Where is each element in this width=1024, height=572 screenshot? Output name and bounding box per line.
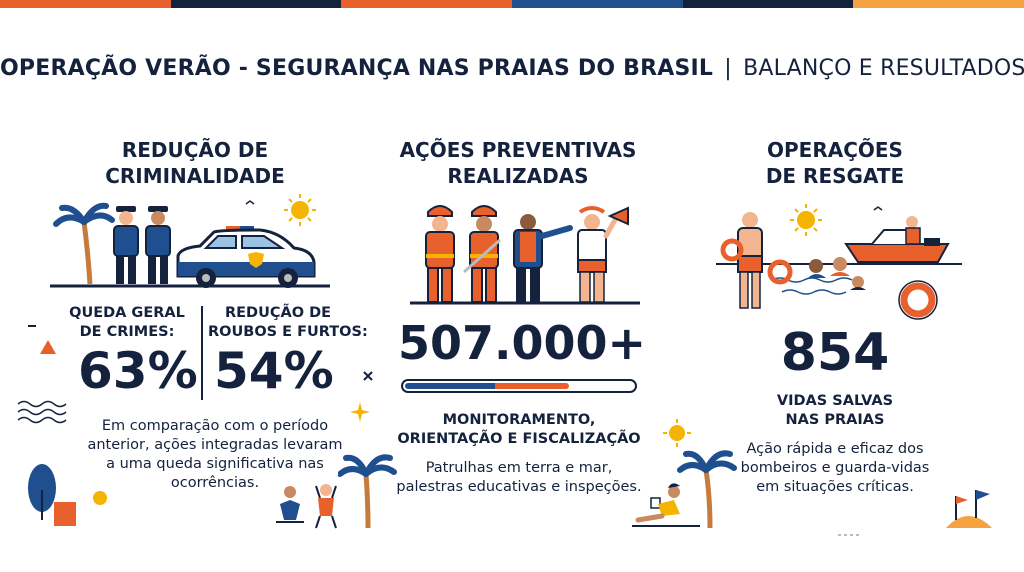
cup-icon: [650, 497, 661, 509]
rescue-value: 854: [780, 323, 890, 383]
crime-section-title: REDUÇÃO DE CRIMINALIDADE: [90, 137, 300, 189]
prevent-sub-line1: MONITORAMENTO,: [442, 412, 596, 428]
dots-decoration: [838, 534, 862, 536]
tree-icon: [28, 464, 56, 520]
rescue-illustration: [716, 204, 962, 320]
prevent-title-line1: AÇÕES PREVENTIVAS: [399, 138, 637, 162]
rescue-sub-line2: NAS PRAIAS: [785, 412, 885, 428]
prevent-text-line1: Patrulhas em terra e mar,: [425, 460, 613, 476]
crime-stat2-label: REDUÇÃO DE ROUBOS E FURTOS:: [208, 304, 368, 342]
lifeguard-megaphone-icon: [577, 206, 629, 303]
beach-relax-illustration: [632, 450, 737, 529]
title-subtitle: BALANÇO E RESULTADOS: [743, 56, 1024, 81]
rescue-text-line3: em situações críticas.: [756, 479, 914, 495]
swimmers-icon: [808, 257, 866, 290]
rescue-title-line2: DE RESGATE: [765, 164, 905, 188]
decorative-left: [17, 325, 76, 526]
firefighter-icon: [425, 205, 455, 303]
crime-stat1-label-line2: DE CRIMES:: [79, 324, 175, 340]
triangle-icon: [40, 340, 56, 354]
police-officer-icon: [113, 206, 139, 284]
prevent-section-title: AÇÕES PREVENTIVAS REALIZADAS: [393, 137, 643, 189]
title-separator: |: [724, 56, 732, 81]
flags-island-icon: [946, 490, 992, 528]
crime-text-line4: ocorrências.: [170, 475, 260, 491]
top-color-bar: [0, 0, 1024, 8]
palm-tree-icon: [53, 202, 115, 285]
preventive-team-illustration: [410, 205, 640, 305]
crime-text-line2: anterior, ações integradas levaram: [87, 437, 343, 453]
cross-icon: [363, 371, 373, 381]
building-icon: [54, 502, 76, 526]
crime-text-line1: Em comparação com o período: [101, 418, 329, 434]
crime-stat1-value: 63%: [78, 342, 198, 400]
police-car-icon: [176, 226, 316, 288]
palm-tree-icon: [677, 450, 737, 529]
page-title: OPERAÇÃO VERÃO - SEGURANÇA NAS PRAIAS DO…: [0, 56, 1024, 81]
sun-icon: [284, 194, 316, 226]
person-sunbathing-icon: [632, 483, 700, 527]
prevent-description: Patrulhas em terra e mar, palestras educ…: [393, 459, 645, 497]
prevent-text-line2: palestras educativas e inspeções.: [396, 479, 642, 495]
top-bar-segment: [853, 0, 1024, 8]
top-bar-segment: [512, 0, 683, 8]
rescue-description: Ação rápida e eficaz dos bombeiros e gua…: [720, 440, 950, 497]
crime-description: Em comparação com o período anterior, aç…: [80, 417, 350, 493]
crime-title-line2: CRIMINALIDADE: [105, 164, 285, 188]
top-bar-segment: [341, 0, 513, 8]
prevent-value: 507.000+: [398, 316, 647, 370]
prevent-title-line2: REALIZADAS: [447, 164, 589, 188]
kids-beach-icon: [276, 484, 337, 529]
rescue-section-title: OPERAÇÕES DE RESGATE: [735, 137, 935, 189]
stat-divider: [201, 306, 203, 400]
rescue-title-line1: OPERAÇÕES: [767, 138, 903, 162]
crime-title-line1: REDUÇÃO DE: [121, 138, 269, 162]
prevent-sub-line2: ORIENTAÇÃO E FISCALIZAÇÃO: [397, 431, 641, 447]
sun-icon: [663, 419, 691, 447]
crime-stat1-label: QUEDA GERAL DE CRIMES:: [62, 304, 192, 342]
prevent-subtitle: MONITORAMENTO, ORIENTAÇÃO E FISCALIZAÇÃO: [393, 411, 645, 449]
police-illustration: [50, 194, 330, 288]
rescue-boat-icon: [844, 216, 950, 263]
prevent-progress-fill: [405, 383, 569, 389]
waves-icon: [17, 400, 67, 424]
rescue-text-line1: Ação rápida e eficaz dos: [746, 441, 924, 457]
lifeguard-icon: [720, 212, 763, 309]
crime-stat2-label-line2: ROUBOS E FURTOS:: [208, 324, 368, 340]
rescue-text-line2: bombeiros e guarda-vidas: [740, 460, 930, 476]
lifebuoy-icon: [767, 259, 793, 285]
top-bar-segment: [682, 0, 854, 8]
crime-stat1-label-line1: QUEDA GERAL: [69, 305, 185, 321]
small-sun-icon: [93, 491, 107, 505]
top-bar-segment: [170, 0, 342, 8]
lifebuoy-icon: [898, 280, 938, 320]
top-bar-segment: [0, 0, 171, 8]
police-officer-icon: [145, 206, 171, 284]
sun-icon: [790, 204, 822, 236]
rescue-sub-line1: VIDAS SALVAS: [776, 393, 894, 409]
crime-stat2-label-line1: REDUÇÃO DE: [224, 305, 332, 321]
crime-text-line3: a uma queda significativa nas: [106, 456, 324, 472]
safety-officer-icon: [513, 214, 573, 302]
title-main: OPERAÇÃO VERÃO - SEGURANÇA NAS PRAIAS DO…: [0, 56, 714, 81]
firefighter-icon: [463, 205, 501, 303]
palm-tree-icon: [338, 454, 397, 529]
crime-stat2-value: 54%: [214, 342, 334, 400]
bird-icon: [873, 206, 883, 211]
bird-icon: [245, 200, 255, 205]
rescue-subtitle: VIDAS SALVAS NAS PRAIAS: [735, 392, 935, 430]
sparkle-icon: [350, 402, 370, 422]
prevent-progress-bar: [401, 379, 637, 393]
